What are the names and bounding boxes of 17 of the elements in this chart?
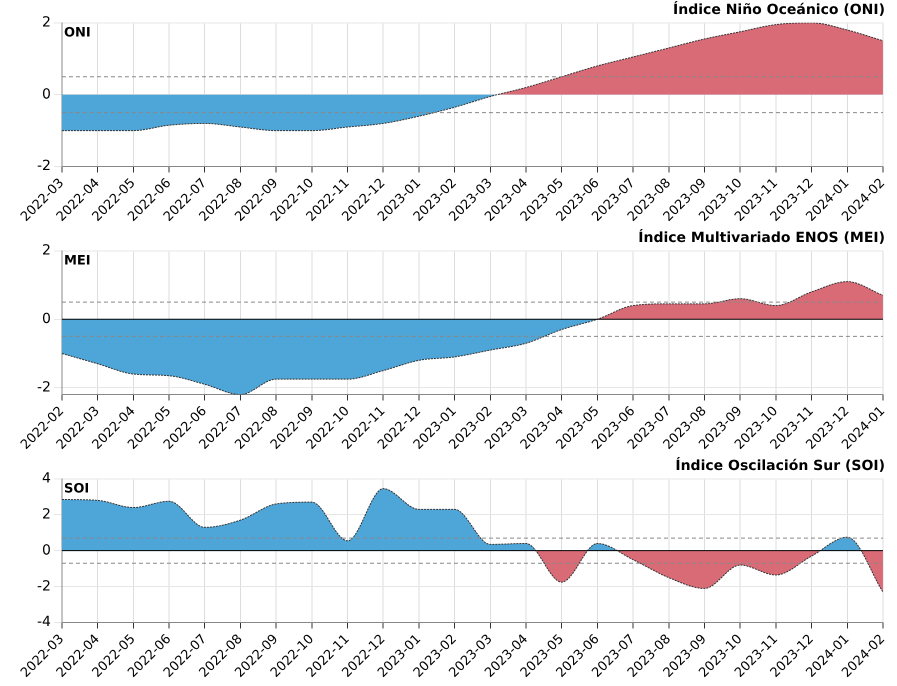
y-tick-label: -4 <box>36 614 52 630</box>
chart-title: Índice Multivariado ENOS (MEI) <box>638 229 885 246</box>
annotation: MEI <box>64 254 91 269</box>
y-tick-label: 4 <box>42 470 52 486</box>
chart-title: Índice Niño Oceánico (ONI) <box>673 1 885 18</box>
y-tick-label: -2 <box>36 158 51 174</box>
y-tick-label: 0 <box>42 542 51 558</box>
y-tick-label: 0 <box>42 310 51 327</box>
y-tick-label: -2 <box>36 379 51 396</box>
y-tick-label: 0 <box>42 86 51 102</box>
y-tick-label: -2 <box>36 578 51 594</box>
y-tick-label: 2 <box>42 14 51 30</box>
annotation: ONI <box>64 26 91 41</box>
y-tick-label: 2 <box>42 242 51 258</box>
y-tick-label: 2 <box>42 506 51 522</box>
annotation: SOI <box>64 482 90 497</box>
chart-title: Índice Oscilación Sur (SOI) <box>675 457 885 474</box>
